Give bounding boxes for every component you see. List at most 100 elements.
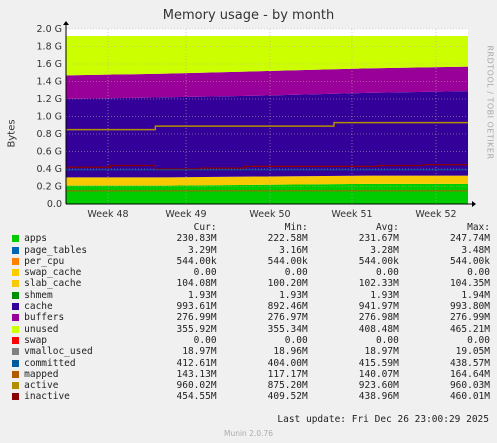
area-unused xyxy=(66,36,468,76)
legend-avg: 102.33M xyxy=(358,278,399,290)
legend-avg: 1.93M xyxy=(370,289,399,301)
legend-max: 247.74M xyxy=(449,233,490,245)
legend-min: 409.52M xyxy=(267,391,308,403)
legend-max: 438.57M xyxy=(449,357,490,369)
munin-version: Munin 2.0.76 xyxy=(223,429,274,438)
legend-row: cache 993.61M 892.46M 941.97M 993.80M xyxy=(12,301,490,312)
legend-avg: 140.07M xyxy=(358,368,399,380)
legend-min: 0.00 xyxy=(284,267,308,279)
legend-cur: 0.00 xyxy=(193,267,217,279)
legend-row: per_cpu 544.00k 544.00k 544.00k 544.00k xyxy=(12,256,490,267)
legend-swatch xyxy=(12,336,19,344)
legend-avg: 544.00k xyxy=(358,255,399,267)
legend-min: 355.34M xyxy=(267,323,308,335)
legend-series-name: unused xyxy=(24,323,59,335)
y-axis-arrow xyxy=(63,21,69,25)
legend-min: 222.58M xyxy=(267,233,308,245)
x-tick-label: Week 49 xyxy=(165,209,206,220)
legend-max: 960.03M xyxy=(449,380,490,392)
legend-cur: 454.55M xyxy=(176,391,217,403)
plot-area xyxy=(63,21,476,207)
legend-series-name: cache xyxy=(24,301,53,313)
legend-series-name: active xyxy=(24,380,59,392)
legend-cur: 3.29M xyxy=(187,244,217,256)
legend-min: 3.16M xyxy=(279,244,308,256)
x-ticks: Week 48 Week 49 Week 50 Week 51 Week 52 xyxy=(87,209,456,220)
legend-min: 117.17M xyxy=(267,368,308,380)
legend-row: unused 355.92M 355.34M 408.48M 465.21M xyxy=(12,324,490,335)
legend-max: 0.00 xyxy=(467,334,490,346)
y-tick-label: 0.0 xyxy=(47,199,62,210)
x-tick-label: Week 48 xyxy=(87,209,128,220)
legend-cur: 412.61M xyxy=(176,357,217,369)
legend-series-name: inactive xyxy=(24,391,70,403)
x-axis-arrow xyxy=(472,201,476,207)
legend-cur: 960.02M xyxy=(176,380,217,392)
legend-series-name: mapped xyxy=(24,368,59,380)
y-tick-label: 1.4 G xyxy=(37,77,63,88)
legend-cur: 276.99M xyxy=(176,312,217,324)
y-tick-label: 1.0 G xyxy=(37,112,63,123)
last-update: Last update: Fri Dec 26 23:00:29 2025 xyxy=(277,414,489,425)
legend-series-name: swap_cache xyxy=(24,267,82,279)
legend-swatch xyxy=(12,246,19,254)
line-active xyxy=(66,121,468,131)
legend-swatch xyxy=(12,257,19,265)
area-apps xyxy=(66,183,468,204)
legend-swatch xyxy=(12,291,19,299)
legend-series-name: slab_cache xyxy=(24,278,82,290)
legend-row: buffers 276.99M 276.97M 276.98M 276.99M xyxy=(12,312,490,323)
area-slab-cache xyxy=(66,175,468,186)
legend-max: 1.94M xyxy=(461,289,490,301)
legend-row: swap_cache 0.00 0.00 0.00 0.00 xyxy=(12,267,490,278)
legend-max: 276.99M xyxy=(449,312,490,324)
legend-swatch xyxy=(12,314,19,322)
legend-cur: 143.13M xyxy=(176,368,217,380)
legend-max: 3.48M xyxy=(461,244,490,256)
x-tick-label: Week 51 xyxy=(331,209,372,220)
legend-swatch xyxy=(12,235,19,243)
legend-row: apps 230.83M 222.58M 231.67M 247.74M xyxy=(12,233,490,244)
legend-row: inactive 454.55M 409.52M 438.96M 460.01M xyxy=(12,391,490,402)
legend-row: shmem 1.93M 1.93M 1.93M 1.94M xyxy=(12,290,490,301)
legend-min: 276.97M xyxy=(267,312,308,324)
legend-table: Cur: Min: Avg: Max: apps 230.83M 222.58M 23… xyxy=(12,222,490,403)
legend-max: 465.21M xyxy=(449,323,490,335)
legend-row: committed 412.61M 404.00M 415.59M 438.57M xyxy=(12,358,490,369)
legend-min: 404.00M xyxy=(267,357,308,369)
legend-swatch xyxy=(12,303,19,311)
legend-swatch xyxy=(12,348,19,356)
legend-swatch xyxy=(12,370,19,378)
legend-swatch xyxy=(12,393,19,401)
chart-svg: 0.0 0.2 G 0.4 G 0.6 G 0.8 G 1.0 G 1.2 G 1.4 G 1.… xyxy=(37,21,476,220)
legend-row: active 960.02M 875.20M 923.60M 960.03M xyxy=(12,380,490,391)
legend-header-max: Max: xyxy=(467,222,490,233)
y-tick-label: 0.2 G xyxy=(37,182,63,193)
x-tick-label: Week 50 xyxy=(249,209,290,220)
legend-max: 460.01M xyxy=(449,391,490,403)
legend-avg: 231.67M xyxy=(358,233,399,245)
legend-swatch xyxy=(12,382,19,390)
legend-cur: 544.00k xyxy=(176,255,217,267)
legend-avg: 3.28M xyxy=(370,244,399,256)
legend-cur: 104.08M xyxy=(176,278,217,290)
legend-max: 104.35M xyxy=(449,278,490,290)
legend-row: slab_cache 104.08M 100.20M 102.33M 104.35M xyxy=(12,278,490,289)
legend-min: 1.93M xyxy=(279,289,308,301)
legend-min: 892.46M xyxy=(267,301,308,313)
legend-avg: 0.00 xyxy=(375,334,399,346)
y-ticks: 0.0 0.2 G 0.4 G 0.6 G 0.8 G 1.0 G 1.2 G 1.4 G 1.… xyxy=(37,24,63,210)
legend-series-name: shmem xyxy=(24,289,53,301)
legend-min: 100.20M xyxy=(267,278,308,290)
chart-title: Memory usage - by month xyxy=(162,8,335,23)
legend-avg: 276.98M xyxy=(358,312,399,324)
line-inactive xyxy=(66,164,468,170)
legend-header-min: Min: xyxy=(284,222,308,233)
y-tick-label: 1.2 G xyxy=(37,94,63,105)
y-tick-label: 1.6 G xyxy=(37,59,63,70)
legend-cur: 230.83M xyxy=(176,233,217,245)
legend-swatch xyxy=(12,359,19,367)
legend-avg: 415.59M xyxy=(358,357,399,369)
legend-row: mapped 143.13M 117.17M 140.07M 164.64M xyxy=(12,369,490,380)
legend-cur: 1.93M xyxy=(187,289,217,301)
